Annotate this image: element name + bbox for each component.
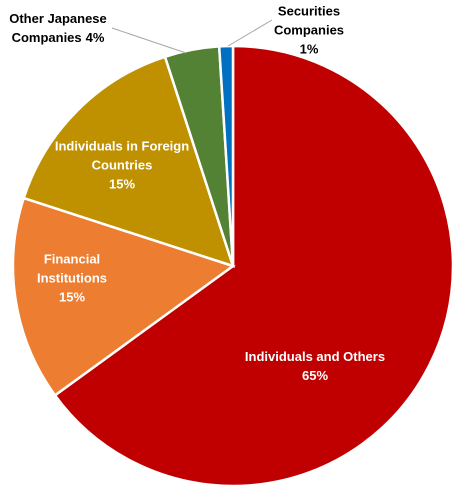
slice-name: Individuals in Foreign Countries [54, 138, 190, 173]
value-label: 65% [301, 368, 329, 383]
value-label: 1% [299, 41, 319, 57]
pie-slice [217, 44, 235, 267]
data-label: Individuals in Foreign Countries 15% [47, 137, 197, 194]
value-label: 15% [58, 289, 86, 305]
value-label: 15% [108, 176, 136, 192]
data-label: Securities Companies 1% [264, 2, 354, 59]
pie-slice [53, 44, 455, 488]
value-label: 4% [85, 30, 105, 45]
pie-slice [22, 55, 235, 268]
data-label: Financial Institutions 15% [12, 250, 132, 307]
data-label: Other Japanese Companies 4% [2, 9, 114, 47]
slice-name: Individuals and Others [244, 349, 386, 364]
pie-slice [11, 196, 236, 398]
slice-name: Financial Institutions [36, 251, 108, 286]
slice-name: Other Japanese Companies [9, 11, 107, 45]
leader-line [111, 27, 187, 54]
leader-line [227, 19, 273, 47]
data-label: Individuals and Others 65% [205, 347, 425, 385]
slice-name: Securities Companies [273, 3, 345, 38]
